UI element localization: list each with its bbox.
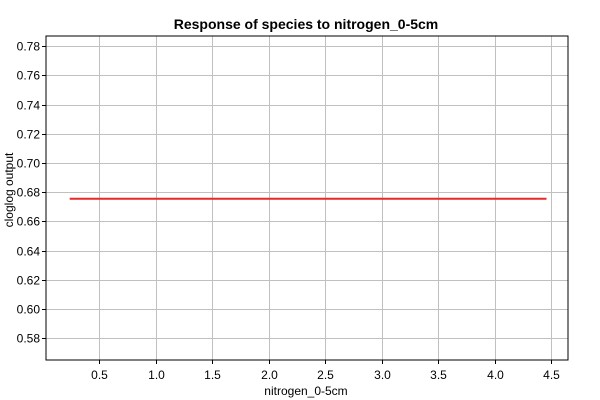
y-tick-label: 0.74 <box>17 99 41 113</box>
y-axis: 0.58 0.60 0.62 0.64 0.66 0.68 0.70 0.72 0.74 0.76… <box>17 40 46 346</box>
y-tick-label: 0.70 <box>17 157 41 171</box>
y-axis-label: cloglog output <box>2 152 16 227</box>
x-tick-label: 2.0 <box>261 368 278 382</box>
chart-title: Response of species to nitrogen_0-5cm <box>174 16 439 32</box>
x-tick-label: 1.0 <box>148 368 165 382</box>
y-tick-label: 0.62 <box>17 274 41 288</box>
plot-frame <box>45 35 569 361</box>
grid <box>46 36 568 360</box>
y-tick-label: 0.76 <box>17 69 41 83</box>
x-tick-label: 3.5 <box>430 368 447 382</box>
x-tick-label: 4.0 <box>487 368 504 382</box>
y-tick-label: 0.58 <box>17 332 41 346</box>
x-axis: 0.5 1.0 1.5 2.0 2.5 3.0 3.5 4.0 4.5 <box>91 360 560 382</box>
y-tick-label: 0.60 <box>17 303 41 317</box>
x-tick-label: 2.5 <box>317 368 334 382</box>
x-tick-label: 1.5 <box>204 368 221 382</box>
x-tick-label: 4.5 <box>543 368 560 382</box>
y-tick-label: 0.72 <box>17 128 41 142</box>
y-tick-label: 0.68 <box>17 186 41 200</box>
x-tick-label: 0.5 <box>91 368 108 382</box>
x-tick-label: 3.0 <box>374 368 391 382</box>
y-tick-label: 0.66 <box>17 215 41 229</box>
x-axis-label: nitrogen_0-5cm <box>264 384 347 398</box>
y-tick-label: 0.78 <box>17 40 41 54</box>
y-tick-label: 0.64 <box>17 245 41 259</box>
